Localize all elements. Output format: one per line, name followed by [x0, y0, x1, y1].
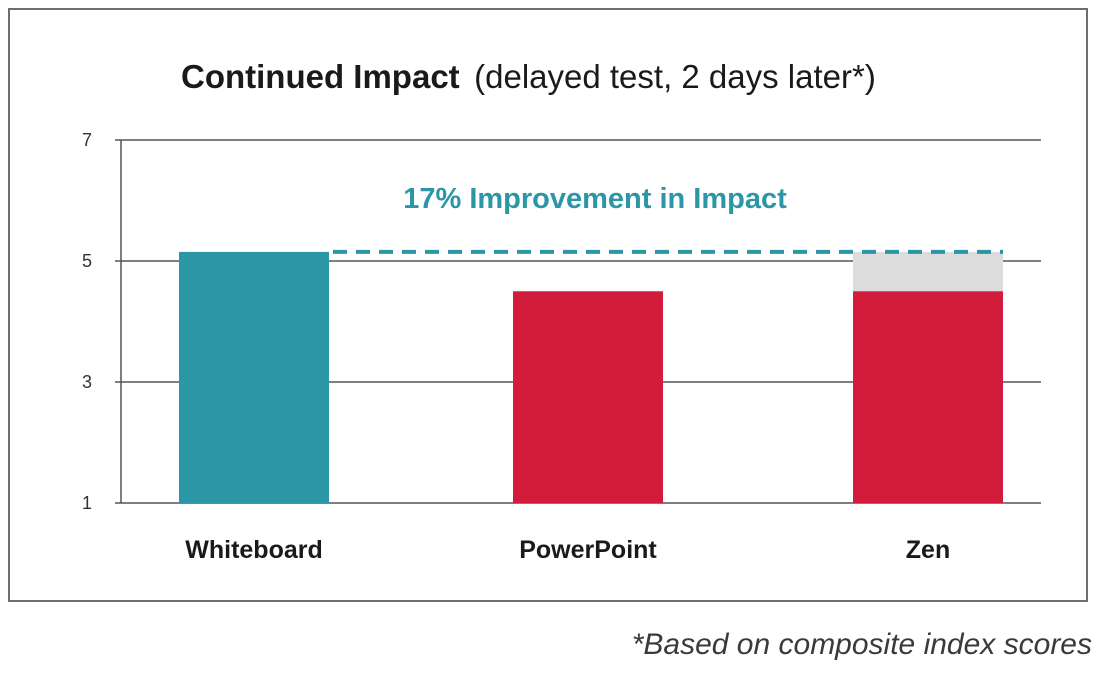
bars [179, 251, 1003, 503]
bar-chart: Continued Impact (delayed test, 2 days l… [82, 58, 1041, 564]
bar-zen [853, 291, 1003, 503]
category-labels: Whiteboard PowerPoint Zen [185, 536, 950, 564]
chart-title: Continued Impact (delayed test, 2 days l… [181, 58, 876, 95]
y-tick-label: 7 [82, 130, 92, 150]
x-category-label: PowerPoint [519, 536, 657, 564]
improvement-annotation: 17% Improvement in Impact [403, 183, 787, 215]
bar-powerpoint [513, 291, 663, 503]
chart-subtitle: (delayed test, 2 days later*) [474, 58, 876, 95]
x-category-label: Whiteboard [185, 536, 323, 564]
footnote: *Based on composite index scores [631, 628, 1092, 661]
y-tick-label: 3 [82, 372, 92, 392]
chart-title-main: Continued Impact [181, 58, 460, 95]
bar-improvement-segment [853, 251, 1003, 292]
x-category-label: Zen [906, 536, 950, 564]
bar-whiteboard [179, 251, 329, 503]
chart-frame: Continued Impact (delayed test, 2 days l… [8, 8, 1088, 602]
y-tick-label: 1 [82, 493, 92, 513]
y-tick-label: 5 [82, 251, 92, 271]
